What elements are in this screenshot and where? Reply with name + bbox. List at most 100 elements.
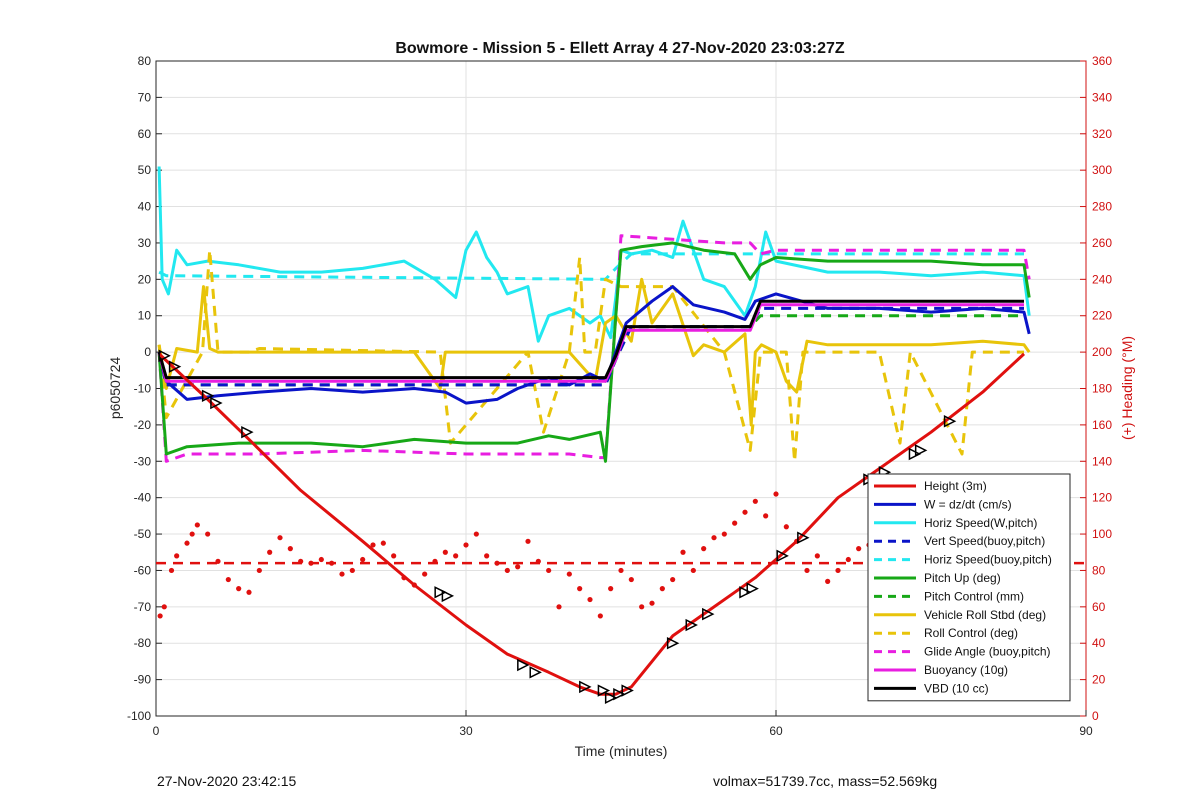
left-tick-label: -10 — [134, 382, 152, 396]
heading-point — [639, 604, 645, 610]
heading-point — [721, 531, 727, 537]
legend-label-glide: Glide Angle (buoy,pitch) — [924, 645, 1051, 659]
left-tick-label: 40 — [138, 200, 152, 214]
heading-point — [161, 604, 167, 610]
right-tick-label: 20 — [1092, 673, 1106, 687]
left-tick-label: -60 — [134, 563, 152, 577]
heading-point — [856, 546, 862, 552]
heading-point — [845, 556, 851, 563]
heading-point — [825, 578, 831, 584]
left-tick-label: -80 — [134, 636, 152, 650]
legend-label-horiz_speed: Horiz Speed(W,pitch) — [924, 516, 1037, 530]
heading-point — [546, 567, 552, 574]
heading-point — [835, 567, 841, 574]
series-line-height-3m — [158, 352, 1026, 696]
heading-point — [701, 546, 707, 552]
heading-point — [194, 522, 200, 528]
profile-marker — [797, 531, 810, 544]
series-line-pitch-up-deg — [157, 241, 1031, 463]
x-tick-label: 30 — [459, 724, 473, 738]
right-tick-label: 260 — [1092, 236, 1112, 250]
left-tick-label: 50 — [138, 163, 152, 177]
x-tick-label: 0 — [153, 724, 160, 738]
heading-point — [556, 604, 562, 610]
legend-label-horiz_speed_buoy: Horiz Speed(buoy,pitch) — [924, 553, 1052, 567]
heading-point — [432, 558, 438, 564]
heading-point — [453, 553, 459, 559]
profile-marker — [434, 586, 447, 599]
right-tick-label: 360 — [1092, 54, 1112, 68]
right-tick-label: 40 — [1092, 636, 1106, 650]
heading-point — [515, 564, 521, 570]
heading-point — [504, 567, 510, 574]
profile-marker — [158, 349, 171, 362]
heading-point — [287, 546, 293, 552]
right-tick-label: 0 — [1092, 709, 1099, 723]
heading-point — [246, 589, 252, 595]
heading-point — [473, 531, 479, 537]
left-tick-label: -70 — [134, 600, 152, 614]
right-tick-label: 300 — [1092, 163, 1112, 177]
x-axis-label: Time (minutes) — [575, 743, 668, 759]
series-line-roll-control-deg — [157, 248, 1024, 463]
footer-volmax-mass: volmax=51739.7cc, mass=52.569kg — [713, 773, 938, 789]
heading-point — [225, 576, 231, 583]
heading-point — [157, 613, 163, 619]
left-tick-label: 20 — [138, 272, 152, 286]
legend: Height (3m) W = dz/dt (cm/s) Horiz Speed(W… — [867, 473, 1071, 702]
heading-point — [535, 558, 541, 564]
heading-point — [380, 540, 386, 546]
profile-marker — [621, 684, 634, 697]
heading-point — [484, 553, 490, 559]
heading-point — [339, 571, 345, 577]
heading-point — [215, 558, 221, 564]
heading-point — [608, 586, 614, 592]
right-tick-label: 140 — [1092, 454, 1112, 468]
footer-timestamp: 27-Nov-2020 23:42:15 — [157, 773, 297, 789]
heading-point — [236, 586, 242, 592]
heading-point — [184, 540, 190, 546]
heading-point — [742, 509, 748, 515]
heading-point — [463, 542, 469, 548]
right-tick-label: 240 — [1092, 272, 1112, 286]
profile-marker — [739, 586, 752, 599]
profile-marker — [604, 691, 618, 705]
profile-marker — [241, 425, 254, 439]
heading-point — [587, 596, 593, 603]
right-tick-label: 160 — [1092, 418, 1112, 432]
legend-label-vert_speed: Vert Speed(buoy,pitch) — [924, 534, 1045, 548]
heading-point — [670, 576, 676, 583]
right-axis-label: (+) Heading (°M) — [1119, 336, 1135, 440]
right-tick-label: 280 — [1092, 200, 1112, 214]
right-tick-label: 340 — [1092, 90, 1112, 104]
x-tick-label: 90 — [1079, 724, 1093, 738]
legend-box — [867, 473, 1071, 702]
profile-marker — [517, 658, 530, 672]
heading-point — [659, 586, 665, 592]
legend-label-roll_control: Roll Control (deg) — [924, 626, 1018, 640]
profile-marker — [597, 684, 611, 697]
heading-point — [411, 582, 417, 588]
series-layer — [157, 166, 1031, 696]
right-tick-label: 80 — [1092, 563, 1106, 577]
heading-point — [370, 542, 376, 548]
profile-marker — [529, 666, 542, 679]
legend-label-height: Height (3m) — [924, 479, 987, 493]
x-axis: 0 30 60 90 — [153, 710, 1093, 738]
heading-point — [318, 556, 324, 563]
heading-point — [577, 586, 583, 592]
heading-point — [205, 531, 211, 537]
series-line-vbd-10-cc — [157, 299, 1024, 380]
heading-point — [618, 567, 624, 574]
profile-marker — [210, 396, 223, 410]
legend-label-pitch_control: Pitch Control (mm) — [924, 589, 1024, 603]
heading-point — [494, 560, 500, 566]
left-axis-label: p6050724 — [107, 357, 123, 420]
heading-point — [773, 491, 779, 497]
right-tick-label: 120 — [1092, 491, 1112, 505]
legend-label-w: W = dz/dt (cm/s) — [924, 497, 1012, 511]
series-line-horiz-speed-w-pitch — [157, 166, 1031, 343]
left-tick-label: -100 — [127, 709, 151, 723]
left-tick-label: -90 — [134, 673, 152, 687]
